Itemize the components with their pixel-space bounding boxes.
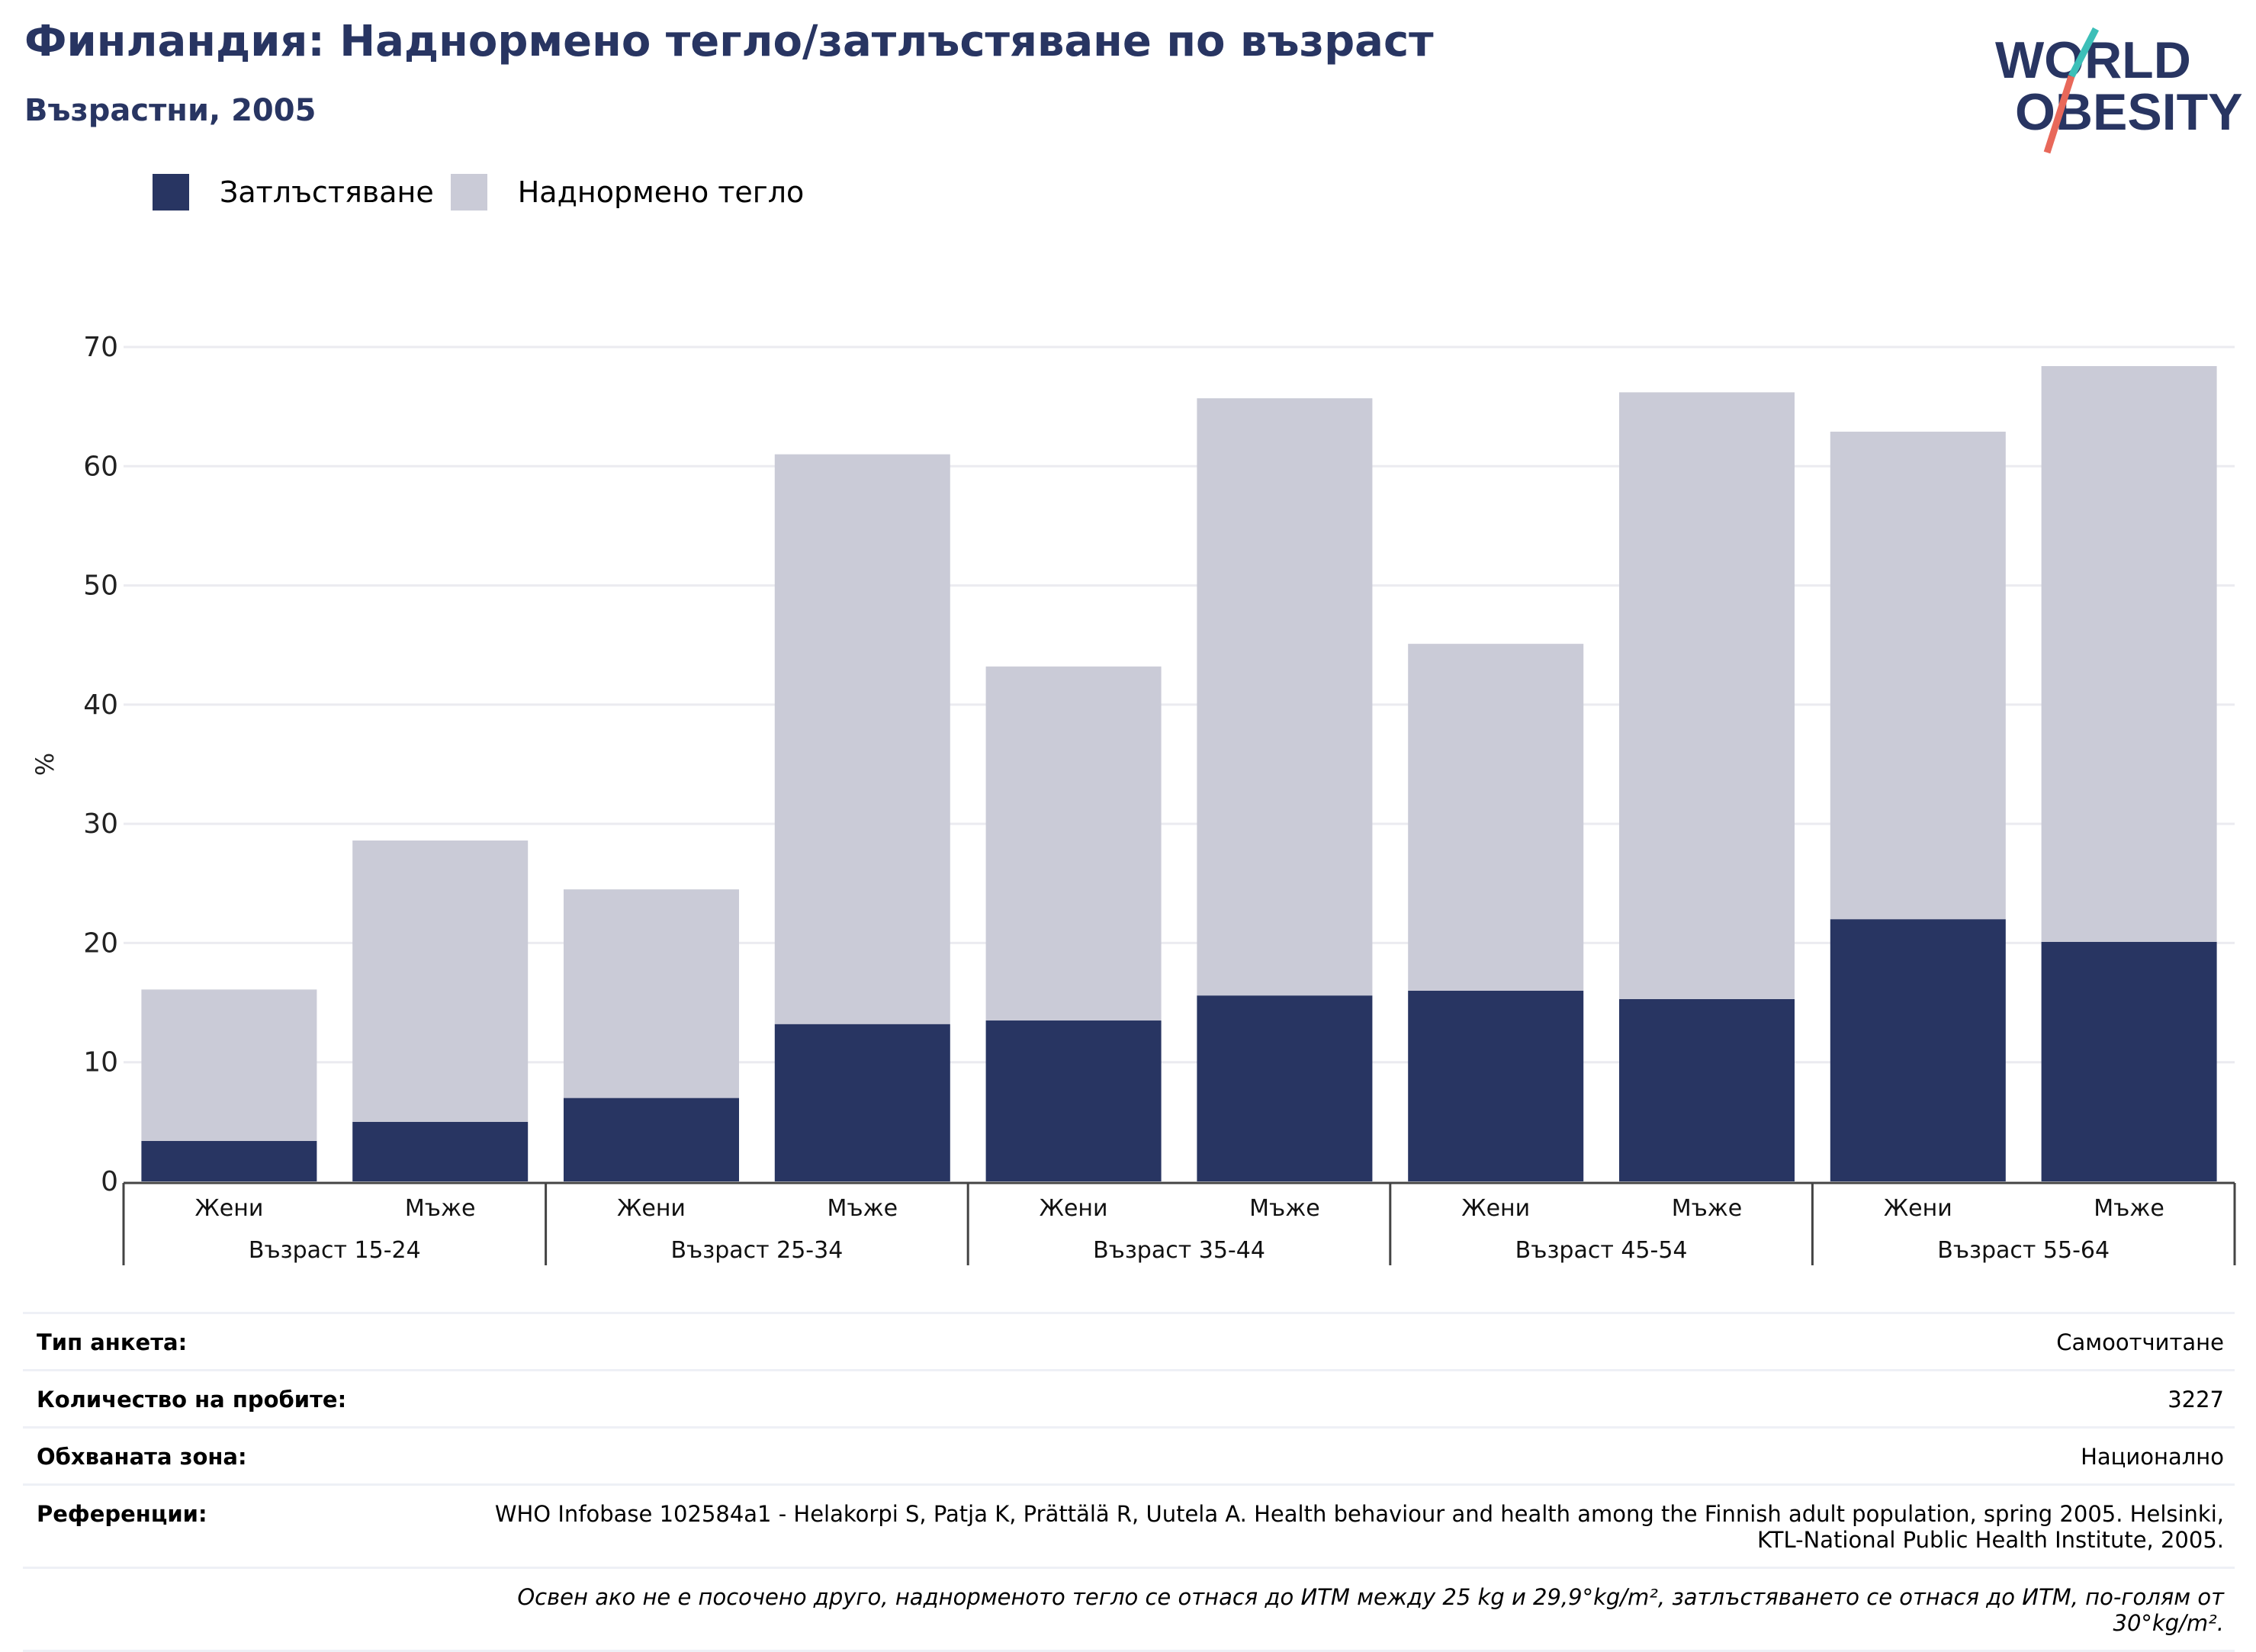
area-value: Национално xyxy=(2081,1444,2224,1470)
legend-item-overweight: Наднормено тегло xyxy=(450,174,805,211)
bar-obesity xyxy=(774,1024,950,1181)
x-tick-label: Мъже xyxy=(1249,1195,1320,1222)
x-tick-label: Жени xyxy=(194,1195,263,1222)
x-tick-label: Жени xyxy=(617,1195,686,1222)
bar-overweight xyxy=(352,840,529,1122)
y-tick-label: 10 xyxy=(83,1047,118,1078)
y-tick-label: 20 xyxy=(83,927,118,959)
bar-overweight xyxy=(774,454,950,1024)
legend-item-obesity: Затлъстяване xyxy=(153,174,434,211)
sample-size-label: Количество на пробите: xyxy=(37,1387,347,1413)
legend-label-overweight: Наднормено тегло xyxy=(517,175,805,209)
x-tick-label: Мъже xyxy=(828,1195,898,1222)
bar-obesity xyxy=(2041,941,2217,1181)
sample-size-value: 3227 xyxy=(2168,1387,2224,1413)
group-label: Възраст 25-34 xyxy=(670,1237,843,1264)
bar-chart: 0 10 20 30 40 50 60 70% Жени Мъже Жени Мъже Жени Мъже… xyxy=(31,332,2236,1265)
info-row-note: Освен ако не е посочено друго, наднормен… xyxy=(23,1567,2235,1652)
y-axis-label: % xyxy=(31,753,59,776)
x-tick-label: Жени xyxy=(1040,1195,1108,1222)
bar-overweight xyxy=(1197,398,1373,996)
legend-swatch-overweight xyxy=(450,174,487,211)
bar-overweight xyxy=(985,666,1162,1021)
group-label: Възраст 15-24 xyxy=(249,1237,421,1264)
info-table: Тип анкета: Самоотчитане Количество на п… xyxy=(23,1312,2235,1652)
chart-legend: Затлъстяване Наднормено тегло xyxy=(153,174,821,211)
logo-line2: OBESITY xyxy=(2015,83,2242,141)
info-row-survey-type: Тип анкета: Самоотчитане xyxy=(23,1312,2235,1369)
bar-obesity xyxy=(985,1020,1162,1181)
survey-type-value: Самоотчитане xyxy=(2056,1329,2224,1355)
references-label: Референции: xyxy=(37,1501,207,1527)
group-label: Възраст 45-54 xyxy=(1515,1237,1688,1264)
bar-overweight xyxy=(1408,644,1584,991)
bar-overweight xyxy=(1619,392,1795,999)
area-label: Обхваната зона: xyxy=(37,1444,247,1470)
y-tick-label: 30 xyxy=(83,808,118,840)
x-tick-label: Жени xyxy=(1461,1195,1530,1222)
group-label: Възраст 55-64 xyxy=(1937,1237,2110,1264)
legend-label-obesity: Затлъстяване xyxy=(220,175,434,209)
logo-slash-top xyxy=(2068,27,2099,79)
x-tick-label: Мъже xyxy=(1672,1195,1743,1222)
bar-obesity xyxy=(1197,995,1373,1181)
chart-title: Финландия: Наднормено тегло/затлъстяване… xyxy=(24,17,1434,66)
survey-type-label: Тип анкета: xyxy=(37,1329,188,1355)
references-value: WHO Infobase 102584a1 - Helakorpi S, Pat… xyxy=(494,1501,2224,1553)
info-row-references: Референции: WHO Infobase 102584a1 - Hela… xyxy=(23,1483,2235,1567)
bar-obesity xyxy=(1830,919,2006,1181)
logo-slash-bottom xyxy=(2043,75,2075,154)
x-tick-label: Мъже xyxy=(2094,1195,2164,1222)
bar-obesity xyxy=(352,1121,529,1181)
x-tick-label: Жени xyxy=(1884,1195,1952,1222)
group-label: Възраст 35-44 xyxy=(1093,1237,1265,1264)
bar-obesity xyxy=(141,1140,317,1181)
legend-swatch-obesity xyxy=(153,174,189,211)
y-tick-label: 60 xyxy=(83,451,118,482)
bar-overweight xyxy=(1830,431,2006,920)
x-tick-label: Мъже xyxy=(405,1195,476,1222)
y-tick-label: 50 xyxy=(83,570,118,602)
chart-subtitle: Възрастни, 2005 xyxy=(24,93,317,128)
y-tick-label: 70 xyxy=(83,332,118,363)
y-tick-label: 40 xyxy=(83,689,118,721)
y-tick-label: 0 xyxy=(101,1166,118,1197)
bar-obesity xyxy=(1408,990,1584,1181)
definition-note: Освен ако не е посочено друго, наднормен… xyxy=(517,1584,2224,1636)
bar-overweight xyxy=(2041,366,2217,942)
bar-obesity xyxy=(1619,998,1795,1181)
world-obesity-logo: WORLD OBESITY xyxy=(1995,27,2242,154)
info-row-sample-size: Количество на пробите: 3227 xyxy=(23,1369,2235,1426)
bar-overweight xyxy=(141,989,317,1141)
bar-overweight xyxy=(564,889,739,1098)
bar-obesity xyxy=(564,1098,739,1181)
info-row-area: Обхваната зона: Национално xyxy=(23,1426,2235,1483)
